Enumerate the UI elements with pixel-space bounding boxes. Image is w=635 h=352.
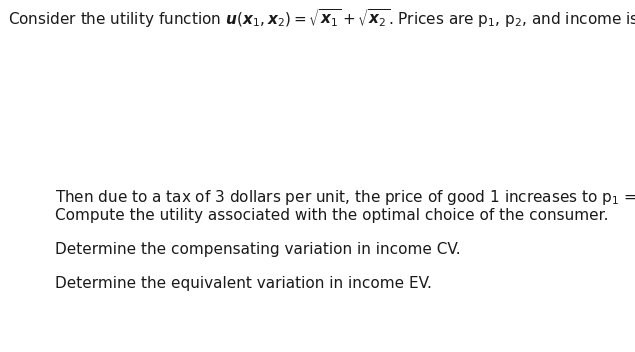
Text: Consider the utility function $\boldsymbol{u}(\boldsymbol{x}_1, \boldsymbol{x}_2: Consider the utility function $\boldsymb… — [8, 8, 635, 30]
Text: Determine the equivalent variation in income EV.: Determine the equivalent variation in in… — [55, 276, 432, 291]
Text: Compute the utility associated with the optimal choice of the consumer.: Compute the utility associated with the … — [55, 208, 608, 223]
Text: Then due to a tax of 3 dollars per unit, the price of good 1 increases to p$_1$ : Then due to a tax of 3 dollars per unit,… — [55, 188, 635, 207]
Text: Determine the compensating variation in income CV.: Determine the compensating variation in … — [55, 242, 460, 257]
